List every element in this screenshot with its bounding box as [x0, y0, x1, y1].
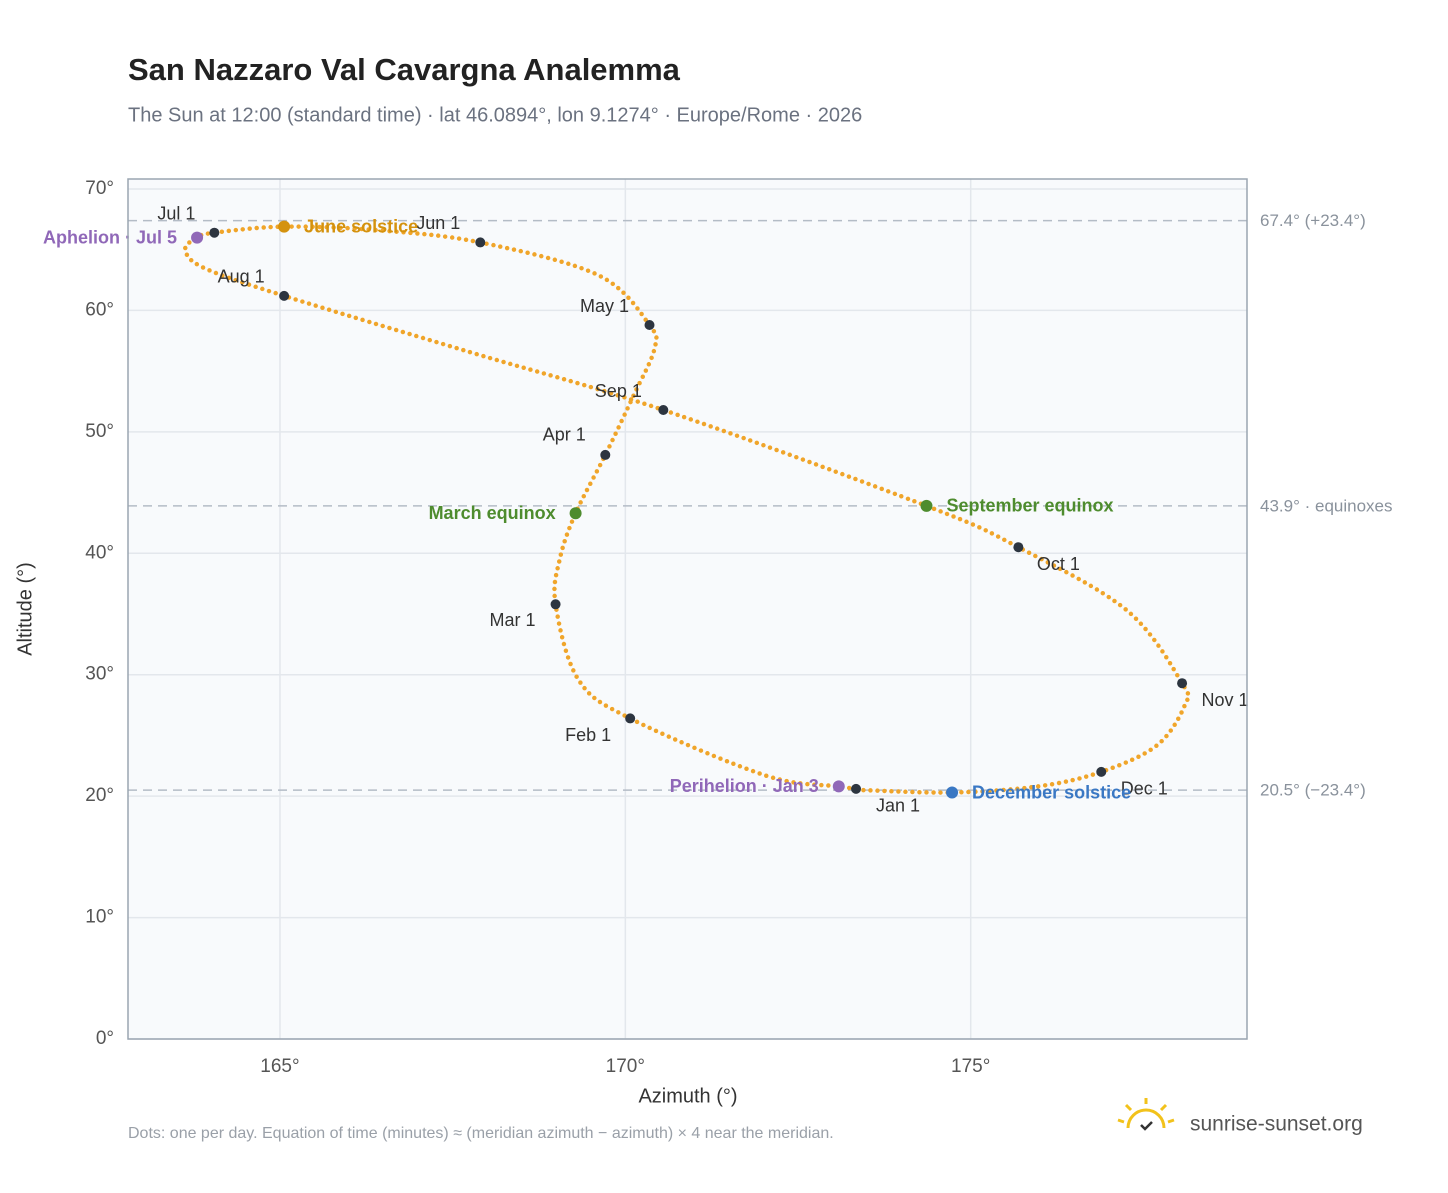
month-label: Jul 1 — [157, 203, 195, 223]
month-label: Feb 1 — [565, 725, 611, 745]
event-label: June solstice — [304, 216, 418, 236]
month-label: Jan 1 — [876, 796, 920, 816]
month-label: Jun 1 — [416, 213, 460, 233]
marks: Jan 1 Feb 1 Mar 1 Apr 1 May 1 Jun 1 Jul 1 Aug 1… — [43, 203, 1249, 815]
event-marker — [191, 231, 204, 244]
month-label: Oct 1 — [1037, 554, 1080, 574]
y-tick-label: 20° — [85, 785, 114, 806]
event-marker — [832, 780, 845, 793]
month-marker — [1013, 542, 1024, 553]
plot-area — [128, 179, 1247, 1039]
event-label: December solstice — [972, 782, 1131, 802]
event-label: September equinox — [946, 496, 1113, 516]
reference-label: 20.5° (−23.4°) — [1260, 781, 1366, 800]
event-label: Aphelion · Jul 5 — [43, 227, 177, 247]
x-tick-label: 170° — [606, 1056, 645, 1077]
chart-subtitle: The Sun at 12:00 (standard time) · lat 4… — [128, 104, 862, 126]
month-marker — [1177, 678, 1188, 689]
month-marker — [550, 599, 561, 610]
y-tick-label: 50° — [85, 421, 114, 442]
month-marker — [209, 227, 220, 238]
month-label: Mar 1 — [490, 610, 536, 630]
x-axis-label: Azimuth (°) — [638, 1085, 737, 1107]
month-marker — [625, 713, 636, 724]
y-tick-label: 10° — [85, 907, 114, 928]
month-label: Sep 1 — [595, 381, 642, 401]
month-marker — [644, 320, 655, 330]
month-label: May 1 — [580, 296, 629, 316]
month-label: Dec 1 — [1121, 779, 1168, 799]
month-marker — [279, 290, 290, 301]
event-marker — [569, 507, 582, 520]
y-tick-label: 60° — [85, 299, 114, 320]
event-marker — [946, 786, 959, 799]
y-tick-label: 0° — [96, 1028, 114, 1049]
brand-logo — [1117, 1098, 1175, 1131]
grid — [128, 179, 1247, 1040]
month-marker — [851, 783, 862, 794]
brand: sunrise-sunset.org — [1190, 1113, 1363, 1136]
month-marker — [600, 449, 611, 460]
plot-frame — [127, 178, 1248, 1040]
month-label: Aug 1 — [218, 267, 265, 287]
event-label: Perihelion · Jan 3 — [670, 776, 819, 796]
reference-label: 43.9° · equinoxes — [1260, 496, 1393, 515]
month-marker — [658, 405, 669, 415]
month-marker — [475, 237, 486, 248]
month-label: Nov 1 — [1202, 690, 1249, 710]
month-marker — [1096, 766, 1107, 777]
x-tick-label: 175° — [951, 1056, 990, 1077]
y-tick-label: 40° — [85, 542, 114, 563]
chart-title: San Nazzaro Val Cavargna Analemma — [128, 52, 681, 87]
reference-label: 67.4° (+23.4°) — [1260, 211, 1366, 230]
y-axis-label: Altitude (°) — [14, 562, 36, 656]
y-tick-label: 30° — [85, 664, 114, 685]
event-marker — [920, 499, 933, 512]
footnote: Dots: one per day. Equation of time (min… — [128, 1125, 834, 1142]
month-label: Apr 1 — [543, 425, 586, 445]
event-marker — [278, 220, 291, 233]
x-tick-label: 165° — [260, 1056, 299, 1077]
y-tick-label: 70° — [85, 178, 114, 199]
event-label: March equinox — [429, 503, 556, 523]
